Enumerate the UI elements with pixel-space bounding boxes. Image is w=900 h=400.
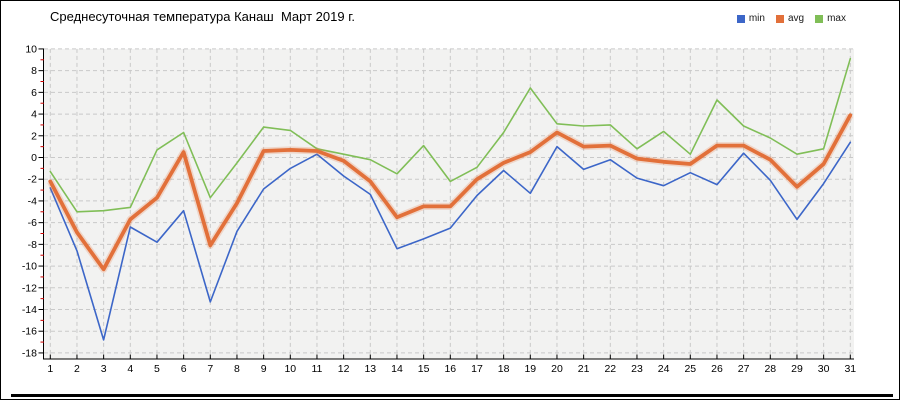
svg-text:31: 31: [844, 363, 856, 375]
svg-text:11: 11: [312, 363, 323, 375]
svg-text:24: 24: [658, 363, 670, 375]
series-avg-line: [48, 113, 853, 272]
svg-text:0: 0: [31, 152, 37, 164]
svg-text:4: 4: [31, 109, 37, 121]
y-tick-labels: -18 -16 -14 -12 -10 -8 -6 -4 -2 0 2 4 6 8 10: [22, 43, 37, 359]
svg-text:-10: -10: [22, 261, 37, 273]
svg-text:8: 8: [234, 363, 240, 375]
svg-text:6: 6: [181, 363, 187, 375]
legend-label-min: min: [748, 13, 765, 24]
svg-text:-8: -8: [28, 239, 37, 251]
svg-text:21: 21: [578, 363, 590, 375]
legend-label-max: max: [827, 13, 846, 24]
legend-swatch-min-icon: [736, 15, 745, 23]
svg-text:14: 14: [391, 363, 403, 375]
svg-text:3: 3: [101, 363, 107, 375]
svg-text:-16: -16: [22, 326, 37, 338]
series-min-line: [49, 141, 852, 341]
svg-text:-2: -2: [28, 174, 37, 186]
svg-text:7: 7: [207, 363, 213, 375]
svg-text:25: 25: [684, 363, 696, 375]
svg-text:10: 10: [284, 363, 296, 375]
svg-text:-4: -4: [28, 195, 37, 207]
legend-swatch-avg-icon: [775, 15, 784, 23]
svg-text:-6: -6: [28, 217, 37, 229]
svg-text:26: 26: [711, 363, 723, 375]
x-tick-labels: 1 2 3 4 5 6 7 8 9 10 11 12 13 14 15 16 17 18 19 20 21 22 23 24 2…: [47, 363, 856, 375]
chart-title: Среднесуточная температура Канаш Март 20…: [50, 9, 355, 24]
legend-item-min: min: [736, 13, 765, 24]
svg-text:16: 16: [444, 363, 456, 375]
svg-text:9: 9: [261, 363, 267, 375]
svg-text:13: 13: [364, 363, 376, 375]
svg-text:4: 4: [127, 363, 133, 375]
svg-text:29: 29: [791, 363, 803, 375]
x-axis-ticks: [49, 354, 851, 360]
svg-text:8: 8: [31, 65, 37, 77]
svg-text:19: 19: [524, 363, 536, 375]
legend-item-max: max: [815, 14, 846, 24]
y-axis-ticks: [38, 48, 44, 354]
svg-text:6: 6: [31, 87, 37, 99]
svg-text:17: 17: [471, 363, 483, 375]
svg-text:1: 1: [47, 363, 53, 375]
svg-text:18: 18: [498, 363, 510, 375]
legend: min avg max: [736, 13, 846, 24]
svg-text:15: 15: [418, 363, 430, 375]
svg-text:10: 10: [25, 43, 37, 55]
legend-item-avg: avg: [775, 13, 805, 24]
svg-text:28: 28: [764, 363, 776, 375]
svg-text:2: 2: [74, 363, 80, 375]
svg-text:20: 20: [551, 363, 563, 375]
svg-text:-14: -14: [22, 304, 37, 316]
svg-text:12: 12: [338, 363, 350, 375]
svg-text:-18: -18: [22, 347, 37, 359]
y-axis-minor-ticks: [40, 59, 44, 343]
svg-text:-12: -12: [22, 282, 37, 294]
plot-background: [44, 48, 854, 360]
svg-text:30: 30: [818, 363, 830, 375]
svg-text:22: 22: [604, 363, 616, 375]
svg-text:23: 23: [631, 363, 643, 375]
svg-text:5: 5: [154, 363, 160, 375]
svg-text:27: 27: [738, 363, 750, 375]
svg-text:2: 2: [31, 130, 37, 142]
legend-swatch-max-icon: [815, 15, 824, 23]
bottom-shadow-bar: [11, 394, 893, 397]
series-max-line: [49, 57, 852, 213]
legend-label-avg: avg: [787, 13, 805, 24]
